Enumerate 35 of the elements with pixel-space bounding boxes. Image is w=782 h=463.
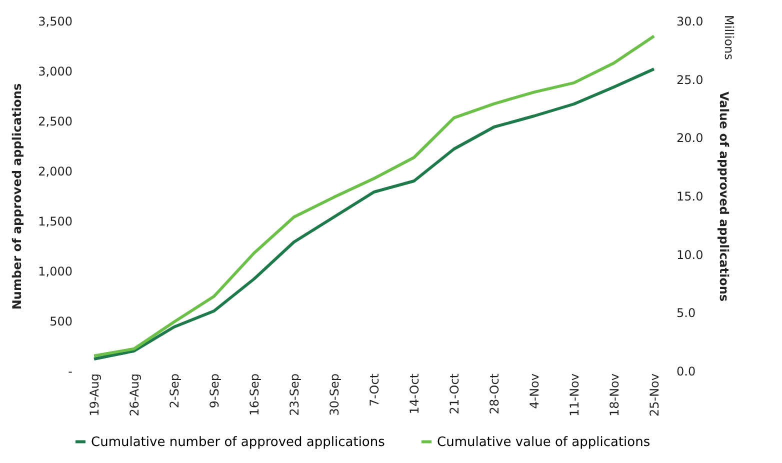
x-tick-label: 9-Sep <box>208 374 222 408</box>
x-tick-label: 30-Sep <box>328 374 342 416</box>
y-tick-label: 500 <box>50 314 72 328</box>
y-tick-label: 3,500 <box>38 14 72 28</box>
x-tick-label: 2-Sep <box>168 374 182 408</box>
x-tick-label: 14-Oct <box>408 373 422 414</box>
x-tick-label: 25-Nov <box>648 374 662 417</box>
x-tick-label: 16-Sep <box>248 374 262 416</box>
x-tick-label: 26-Aug <box>128 374 142 416</box>
x-tick-label: 7-Oct <box>368 373 382 407</box>
x-tick-label: 18-Nov <box>608 374 622 417</box>
y-tick-label: 1,000 <box>38 264 72 278</box>
y2-axis-title: Value of approved applications <box>717 91 732 302</box>
x-tick-label: 4-Nov <box>528 374 542 409</box>
y-tick-label: 3,000 <box>38 64 72 78</box>
y-tick-label: 1,500 <box>38 214 72 228</box>
legend-label: Cumulative number of approved applications <box>91 434 386 450</box>
y2-tick-label: 20.0 <box>676 131 704 146</box>
y2-tick-label: 15.0 <box>676 190 704 204</box>
x-tick-label: 19-Aug <box>88 374 102 416</box>
y-axis-title: Number of approved applications <box>10 83 24 310</box>
x-tick-label: 11-Nov <box>568 374 582 417</box>
y-tick-label: 2,000 <box>38 164 72 178</box>
y2-tick-label: 10.0 <box>676 248 704 262</box>
x-tick-label: 23-Sep <box>288 374 302 416</box>
y2-tick-label: 0.0 <box>676 364 696 378</box>
legend-label: Cumulative value of applications <box>437 434 650 450</box>
x-tick-label: 28-Oct <box>488 373 502 414</box>
y2-tick-label: 25.0 <box>676 72 704 87</box>
x-tick-label: 21-Oct <box>448 373 462 414</box>
text: Millions <box>722 15 736 60</box>
y-tick-label: 2,500 <box>38 114 72 128</box>
y2-tick-label: 30.0 <box>676 14 704 28</box>
y-tick-label: - <box>68 364 72 378</box>
y2-tick-label: 5.0 <box>676 306 696 320</box>
